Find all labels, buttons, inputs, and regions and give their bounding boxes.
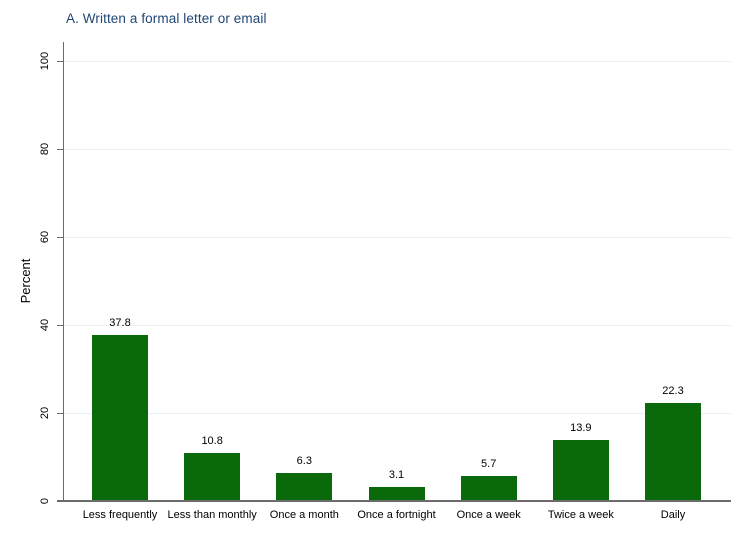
bar [276, 473, 333, 500]
y-tick-label: 100 [39, 51, 51, 71]
chart-title: A. Written a formal letter or email [66, 11, 267, 26]
bar-value-label: 10.8 [201, 435, 223, 448]
gridline [63, 236, 731, 238]
x-category-label: Daily [660, 509, 686, 521]
gridline [63, 412, 731, 414]
y-axis-label: Percent [18, 258, 33, 304]
y-tick [57, 412, 63, 414]
gridline [63, 324, 731, 326]
y-tick-label: 0 [39, 497, 51, 505]
x-category-label: Less than monthly [167, 509, 257, 521]
y-tick-label: 40 [39, 318, 51, 332]
bar-value-label: 6.3 [296, 455, 312, 468]
y-tick-label: 60 [39, 230, 51, 244]
bar-value-label: 5.7 [481, 457, 497, 470]
bar [368, 487, 425, 500]
x-category-label: Less frequently [82, 509, 158, 521]
gridline [63, 60, 731, 62]
bar [645, 402, 702, 500]
y-tick [57, 148, 63, 150]
x-category-label: Once a month [269, 509, 339, 521]
bar [184, 453, 241, 500]
y-tick [57, 60, 63, 62]
bar [552, 439, 609, 500]
x-axis-line [57, 500, 731, 502]
x-category-label: Once a week [456, 509, 521, 521]
bar-value-label: 37.8 [109, 316, 131, 329]
x-category-label: Once a fortnight [357, 509, 436, 521]
y-tick [57, 324, 63, 326]
bar-value-label: 3.1 [388, 469, 405, 482]
y-tick-label: 20 [39, 406, 51, 420]
bar [460, 475, 517, 500]
y-tick-label: 80 [39, 142, 51, 156]
y-tick [57, 236, 63, 238]
y-axis-line [63, 42, 64, 501]
bar [92, 334, 148, 500]
bar-value-label: 22.3 [662, 384, 684, 397]
gridline [63, 148, 731, 150]
bar-value-label: 13.9 [570, 421, 592, 434]
x-category-label: Twice a week [547, 509, 614, 521]
